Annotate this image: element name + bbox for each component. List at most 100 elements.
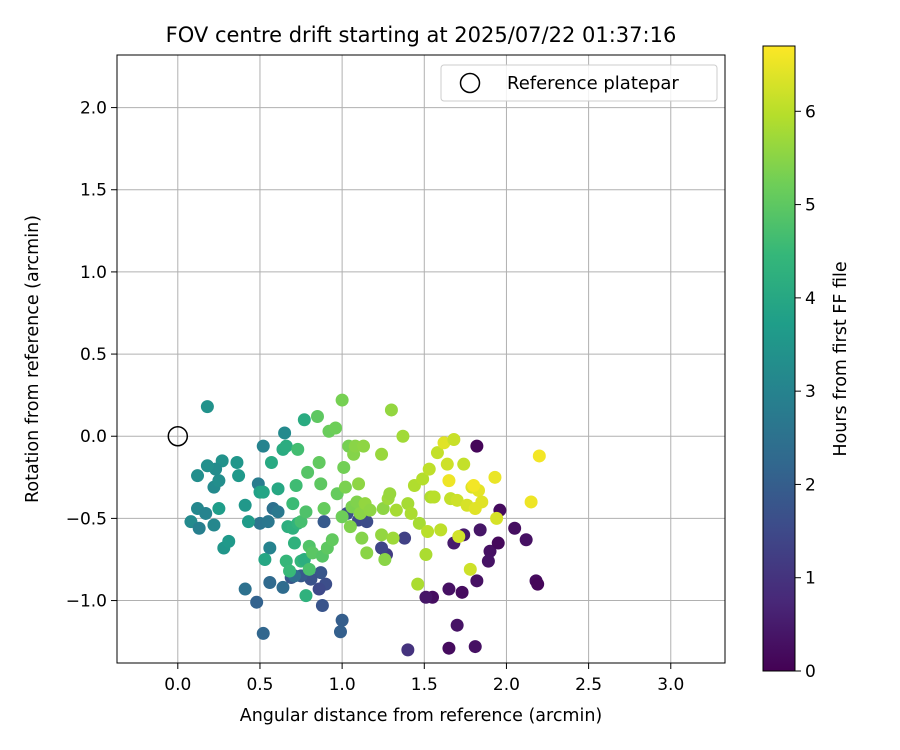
data-point — [263, 541, 277, 555]
data-point — [401, 497, 415, 511]
data-point — [304, 572, 318, 586]
data-point — [230, 456, 244, 470]
data-point — [422, 462, 436, 476]
data-point — [440, 457, 454, 471]
data-point — [468, 640, 482, 654]
data-point — [337, 460, 351, 474]
data-point — [271, 482, 285, 496]
x-tick-label: 2.5 — [575, 675, 602, 695]
data-point — [375, 447, 389, 461]
x-tick-label: 0.5 — [246, 675, 273, 695]
data-point — [532, 449, 546, 463]
data-point — [416, 472, 430, 486]
data-point — [457, 457, 471, 471]
y-tick-label: 1.0 — [80, 263, 107, 283]
y-tick-label: 1.5 — [80, 181, 107, 201]
data-point — [279, 439, 293, 453]
data-point — [279, 554, 293, 568]
data-point — [200, 459, 214, 473]
plot-frame — [116, 54, 726, 664]
data-point — [412, 516, 426, 530]
colorbar-tick-label: 3 — [805, 382, 816, 402]
legend-marker — [459, 72, 481, 94]
data-point — [315, 598, 329, 612]
data-point — [335, 510, 349, 524]
data-point — [470, 439, 484, 453]
data-point — [261, 515, 275, 529]
y-tick-label: 2.0 — [80, 99, 107, 119]
data-point — [192, 521, 206, 535]
data-point — [360, 546, 374, 560]
data-point — [524, 495, 538, 509]
data-point — [200, 400, 214, 414]
data-point — [207, 518, 221, 532]
data-point — [314, 477, 328, 491]
data-point — [335, 613, 349, 627]
data-point — [419, 590, 433, 604]
data-point — [312, 456, 326, 470]
data-point — [291, 442, 305, 456]
data-point — [238, 498, 252, 512]
data-point — [467, 479, 481, 493]
y-axis-label: Rotation from reference (arcmin) — [23, 215, 43, 503]
colorbar-tick-label: 5 — [805, 196, 816, 216]
colorbar — [762, 45, 796, 672]
data-point — [531, 577, 545, 591]
data-point — [452, 529, 466, 543]
y-tick-label: −0.5 — [66, 509, 107, 529]
data-point — [353, 506, 367, 520]
data-point — [191, 469, 205, 483]
colorbar-tick-label: 0 — [805, 662, 816, 682]
data-point — [317, 502, 331, 516]
data-point — [317, 515, 331, 529]
data-point — [411, 577, 425, 591]
data-point — [302, 562, 316, 576]
data-point — [396, 429, 410, 443]
y-tick-label: 0.0 — [80, 427, 107, 447]
data-point — [475, 495, 489, 509]
grid-lines — [117, 55, 725, 663]
data-point — [430, 446, 444, 460]
y-tick-label: 0.5 — [80, 345, 107, 365]
reference-marker — [167, 425, 189, 447]
data-point — [301, 465, 315, 479]
chart-title: FOV centre drift starting at 2025/07/22 … — [166, 23, 677, 47]
data-point — [256, 485, 270, 499]
data-point — [376, 502, 390, 516]
colorbar-ticks: 0 1 2 3 4 5 6 — [795, 102, 816, 682]
axis-ticks: 0.0 0.5 1.0 1.5 2.0 2.5 3.0 −1.0 −0.5 0.0 0.5 1.0 1.… — [66, 99, 685, 695]
data-point — [238, 582, 252, 596]
data-point — [481, 554, 495, 568]
x-tick-label: 2.0 — [493, 675, 520, 695]
data-point — [333, 625, 347, 639]
data-point — [519, 533, 533, 547]
y-tick-label: −1.0 — [66, 592, 107, 612]
data-point — [352, 477, 366, 491]
x-axis-label: Angular distance from reference (arcmin) — [240, 706, 603, 726]
data-point — [287, 536, 301, 550]
colorbar-tick-label: 4 — [805, 289, 816, 309]
data-point — [299, 505, 313, 519]
legend-box — [440, 64, 718, 102]
data-point — [491, 536, 505, 550]
data-point — [310, 410, 324, 424]
data-point — [450, 618, 464, 632]
data-point — [276, 580, 290, 594]
data-point — [199, 506, 213, 520]
data-point — [258, 552, 272, 566]
data-point — [289, 479, 303, 493]
x-tick-label: 3.0 — [657, 675, 684, 695]
data-point — [375, 528, 389, 542]
data-point — [383, 487, 397, 501]
data-point — [343, 520, 357, 534]
data-point — [256, 439, 270, 453]
data-point — [278, 426, 292, 440]
data-point — [271, 505, 285, 519]
data-point — [404, 506, 418, 520]
data-point — [297, 413, 311, 427]
data-points — [184, 393, 546, 657]
data-point — [490, 511, 504, 525]
data-point — [222, 534, 236, 548]
data-point — [232, 469, 246, 483]
